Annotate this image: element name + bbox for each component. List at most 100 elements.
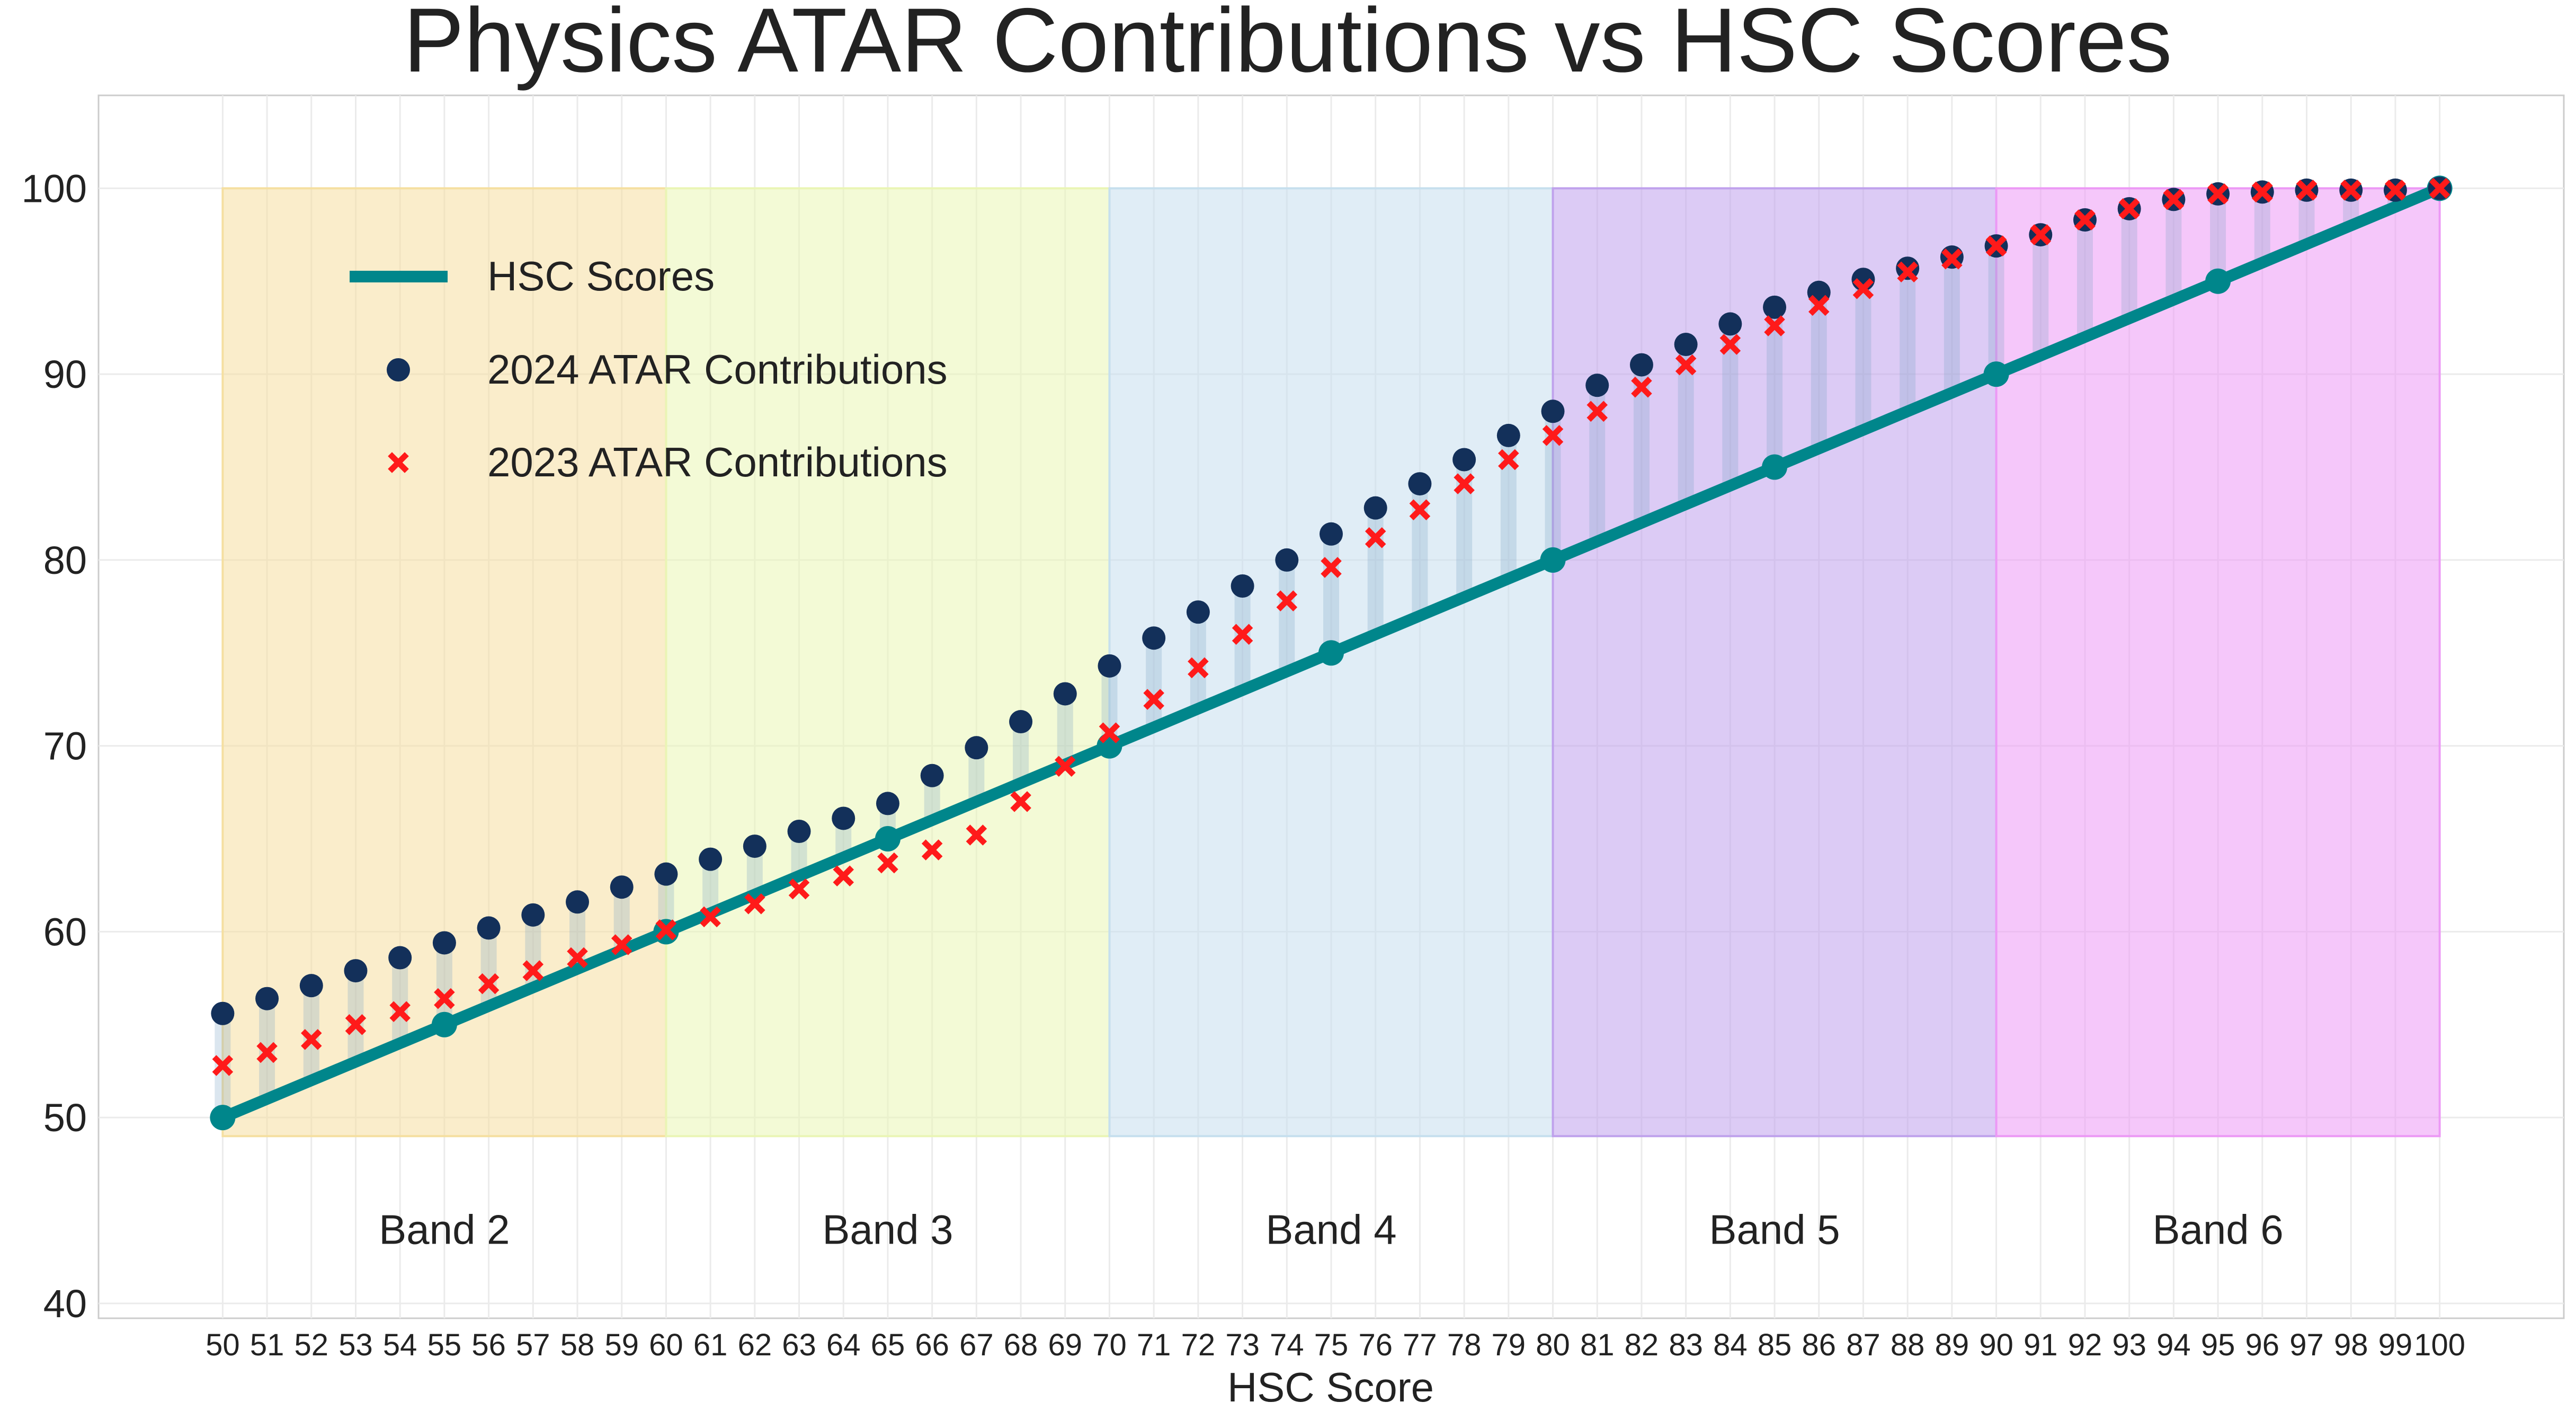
atar-2023-point	[1764, 315, 1785, 336]
atar-2023-point	[2385, 180, 2406, 201]
difference-bar	[2254, 192, 2270, 263]
y-tick-label: 40	[43, 1282, 87, 1326]
atar-2024-point	[1408, 472, 1432, 496]
x-tick-label: 69	[1048, 1328, 1083, 1362]
x-tick-label: 83	[1669, 1328, 1703, 1362]
atar-2023-point	[478, 973, 500, 995]
atar-2023-point	[1409, 499, 1431, 520]
legend: HSC Scores 2024 ATAR Contributions 2023 AT…	[350, 253, 948, 485]
atar-2023-point	[1276, 590, 1298, 611]
x-tick-label: 60	[649, 1328, 683, 1362]
cross-stroke	[567, 947, 588, 969]
atar-2023-point	[2030, 224, 2052, 245]
atar-2024-point	[699, 847, 723, 871]
cross-stroke	[1719, 334, 1741, 355]
atar-2024-point	[1452, 448, 1476, 472]
cross-stroke	[877, 852, 898, 874]
atar-2023-point	[212, 1055, 234, 1076]
hsc-score-point	[2205, 268, 2231, 294]
cross-stroke	[1941, 248, 1963, 270]
x-tick-label: 97	[2289, 1328, 2324, 1362]
x-tick-label: 50	[206, 1328, 240, 1362]
cross-stroke	[212, 1055, 234, 1076]
hsc-score-point	[210, 1105, 236, 1131]
x-tick-label: 99	[2378, 1328, 2413, 1362]
cross-stroke	[1498, 449, 1519, 471]
chart-title: Physics ATAR Contributions vs HSC Scores	[403, 0, 2172, 91]
cross-stroke	[1631, 376, 1652, 398]
x-tick-label: 72	[1181, 1328, 1216, 1362]
cross-stroke	[1764, 315, 1785, 336]
atar-2023-point	[921, 839, 943, 860]
x-tick-label: 54	[383, 1328, 417, 1362]
atar-2023-point	[2207, 183, 2229, 205]
atar-2024-point	[432, 931, 456, 955]
x-tick-label: 82	[1625, 1328, 1659, 1362]
cross-stroke	[655, 919, 677, 940]
atar-2023-point	[1143, 689, 1164, 710]
atar-2023-point	[522, 960, 544, 981]
atar-2024-point	[211, 1001, 235, 1025]
atar-2024-point	[388, 946, 412, 970]
difference-bar	[1944, 257, 1960, 393]
band-label: Band 5	[1709, 1206, 1840, 1253]
cross-stroke	[1409, 499, 1431, 520]
atar-2023-point	[2252, 181, 2273, 203]
x-tick-label: 66	[915, 1328, 949, 1362]
band-label: Band 2	[379, 1206, 510, 1253]
y-tick-label: 50	[43, 1096, 87, 1140]
band-region	[665, 187, 1111, 1138]
plot-area: Band 2 Band 3 Band 4 Band 5 Band 6 50 51 52 53 54…	[22, 94, 2565, 1362]
x-tick-label: 84	[1713, 1328, 1748, 1362]
x-tick-label: 55	[427, 1328, 462, 1362]
x-axis-label: HSC Score	[1227, 1364, 1434, 1410]
atar-2023-point	[788, 878, 810, 900]
x-tick-label: 94	[2156, 1328, 2191, 1362]
atar-2023-point	[1454, 473, 1475, 494]
atar-2023-point	[1897, 261, 1918, 283]
cross-stroke	[1232, 624, 1253, 645]
difference-bar	[1367, 508, 1384, 635]
atar-2023-point	[1321, 557, 1342, 578]
atar-2023-point	[1719, 334, 1741, 355]
x-tick-label: 100	[2414, 1328, 2465, 1362]
atar-2024-point	[566, 890, 590, 914]
atar-2024-point	[299, 974, 323, 998]
x-tick-label: 51	[250, 1328, 284, 1362]
atar-2023-point	[1232, 624, 1253, 645]
cross-stroke	[1985, 235, 2007, 256]
x-tick-label: 52	[295, 1328, 329, 1362]
difference-bar	[2210, 193, 2226, 281]
cross-stroke	[1321, 557, 1342, 578]
x-tick-label: 59	[604, 1328, 639, 1362]
atar-2023-point	[1852, 278, 1874, 299]
difference-bar	[1988, 246, 2004, 375]
atar-2023-point	[833, 865, 854, 886]
atar-2023-point	[1188, 657, 1209, 679]
atar-2024-point	[1585, 374, 1609, 397]
x-tick-label: 70	[1092, 1328, 1127, 1362]
y-tick-label: 80	[43, 538, 87, 582]
difference-bar	[480, 928, 497, 1006]
cross-stroke	[1897, 261, 1918, 283]
band-region	[221, 187, 667, 1138]
cross-stroke	[301, 1029, 322, 1050]
atar-2024-point	[1763, 295, 1787, 319]
difference-bar	[1146, 638, 1162, 727]
difference-bar	[2076, 220, 2093, 337]
x-tick-label: 93	[2112, 1328, 2146, 1362]
cross-stroke	[2296, 180, 2317, 201]
x-tick-label: 63	[782, 1328, 816, 1362]
atar-2024-point	[1674, 333, 1698, 357]
atar-2023-point	[567, 947, 588, 969]
atar-2024-point	[1718, 312, 1742, 336]
atar-2023-point	[2118, 198, 2140, 219]
atar-2024-point	[477, 916, 501, 940]
band-label: Band 3	[822, 1206, 953, 1253]
atar-2024-point	[1053, 682, 1077, 706]
y-tick-label: 100	[22, 166, 87, 210]
atar-2023-point	[1054, 756, 1076, 777]
difference-bar	[392, 957, 408, 1043]
atar-2023-point	[700, 906, 721, 928]
x-tick-label: 92	[2068, 1328, 2102, 1362]
